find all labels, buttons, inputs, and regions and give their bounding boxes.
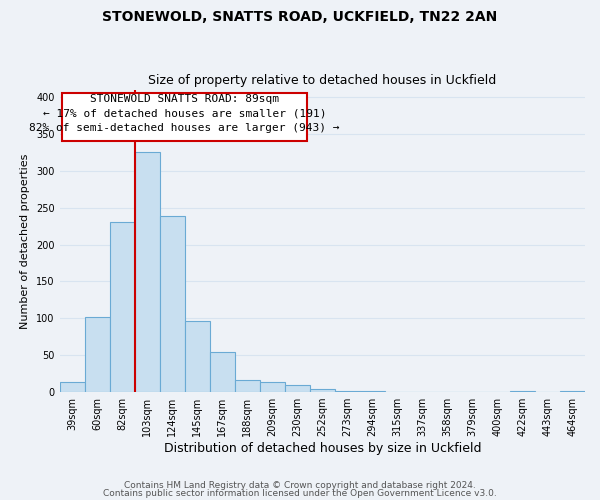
Bar — [160, 216, 185, 392]
Text: STONEWOLD, SNATTS ROAD, UCKFIELD, TN22 2AN: STONEWOLD, SNATTS ROAD, UCKFIELD, TN22 2… — [103, 10, 497, 24]
Bar — [62, 93, 307, 141]
Bar — [110, 222, 134, 392]
Bar — [235, 380, 260, 392]
X-axis label: Distribution of detached houses by size in Uckfield: Distribution of detached houses by size … — [164, 442, 481, 455]
Bar — [185, 321, 209, 392]
Bar — [134, 152, 160, 392]
Bar — [85, 317, 110, 392]
Bar — [285, 386, 310, 392]
Text: Contains public sector information licensed under the Open Government Licence v3: Contains public sector information licen… — [103, 488, 497, 498]
Text: STONEWOLD SNATTS ROAD: 89sqm
← 17% of detached houses are smaller (191)
82% of s: STONEWOLD SNATTS ROAD: 89sqm ← 17% of de… — [29, 94, 340, 134]
Bar — [209, 352, 235, 392]
Text: Contains HM Land Registry data © Crown copyright and database right 2024.: Contains HM Land Registry data © Crown c… — [124, 481, 476, 490]
Y-axis label: Number of detached properties: Number of detached properties — [20, 153, 31, 328]
Bar — [59, 382, 85, 392]
Bar — [260, 382, 285, 392]
Title: Size of property relative to detached houses in Uckfield: Size of property relative to detached ho… — [148, 74, 496, 87]
Bar — [310, 389, 335, 392]
